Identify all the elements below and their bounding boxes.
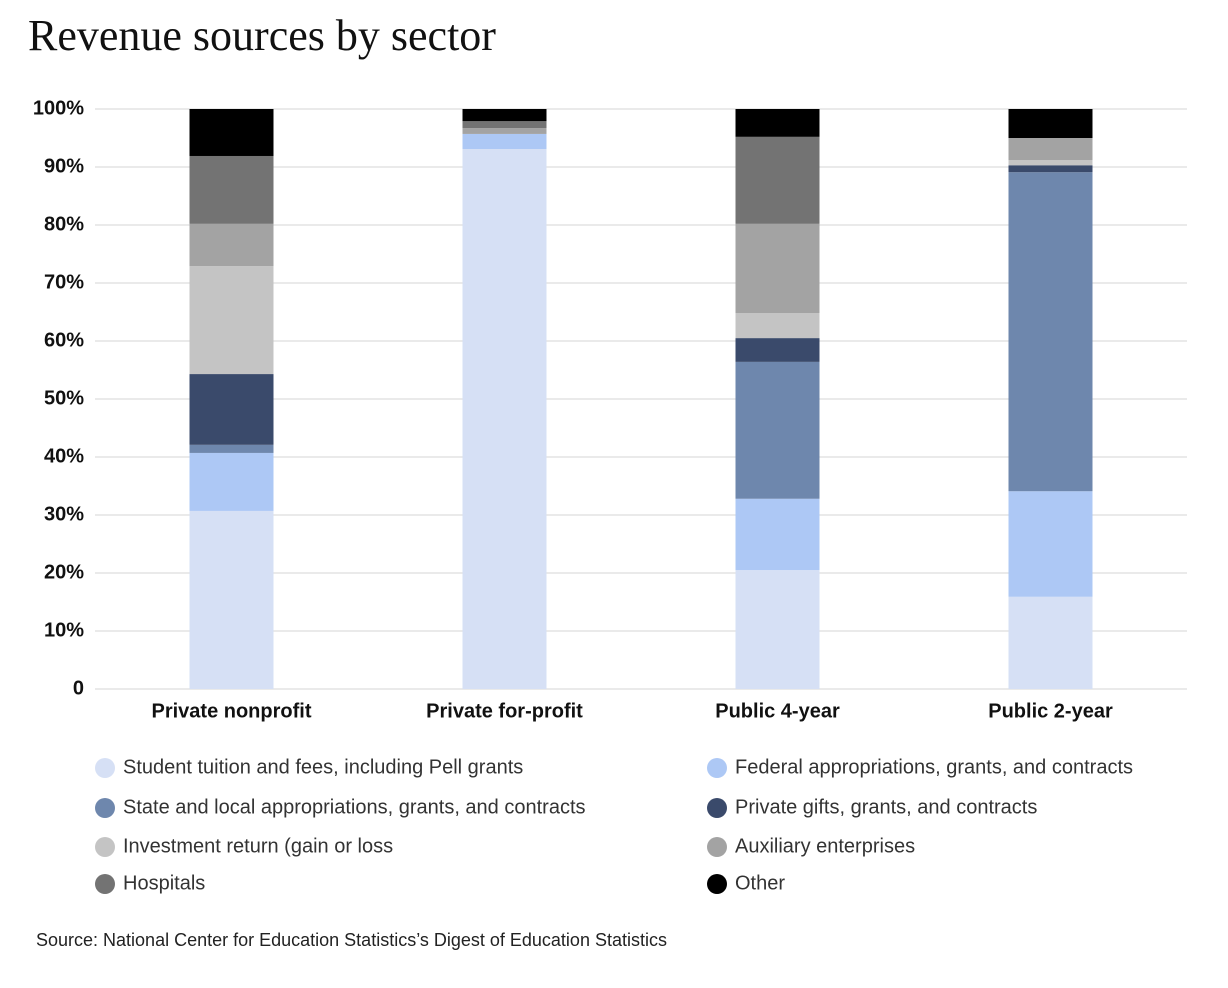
bar-segment bbox=[735, 361, 820, 499]
bar-segment bbox=[735, 136, 820, 224]
legend-swatch bbox=[707, 837, 727, 857]
bar-segment bbox=[189, 266, 274, 375]
bar-segment bbox=[189, 444, 274, 453]
bar-segment bbox=[189, 510, 274, 689]
legend-label: Auxiliary enterprises bbox=[735, 835, 915, 857]
legend-label: Hospitals bbox=[123, 872, 205, 894]
legend-swatch bbox=[95, 798, 115, 818]
bar-segment bbox=[735, 313, 820, 339]
legend-label: Private gifts, grants, and contracts bbox=[735, 796, 1037, 818]
legend-swatch bbox=[95, 874, 115, 894]
y-tick-label: 60% bbox=[44, 329, 84, 351]
legend-swatch bbox=[95, 837, 115, 857]
y-tick-label: 40% bbox=[44, 445, 84, 467]
y-tick-label: 50% bbox=[44, 387, 84, 409]
bar-segment bbox=[189, 374, 274, 445]
legend-label: Federal appropriations, grants, and cont… bbox=[735, 756, 1133, 778]
y-tick-label: 30% bbox=[44, 503, 84, 525]
legend-label: State and local appropriations, grants, … bbox=[123, 796, 586, 818]
legend-label: Student tuition and fees, including Pell… bbox=[123, 756, 523, 778]
y-tick-label: 10% bbox=[44, 619, 84, 641]
bar-segment bbox=[189, 452, 274, 511]
bar-segment bbox=[735, 570, 820, 689]
bar-segment bbox=[1008, 160, 1093, 166]
bar-segment bbox=[735, 498, 820, 571]
legend-swatch bbox=[707, 874, 727, 894]
bar-segment bbox=[735, 109, 820, 137]
bar-segment bbox=[735, 338, 820, 362]
bar-segment bbox=[462, 133, 547, 150]
bar-segment bbox=[189, 155, 274, 224]
x-tick-label: Public 4-year bbox=[715, 700, 840, 722]
y-tick-label: 0 bbox=[73, 677, 84, 699]
legend-swatch bbox=[95, 758, 115, 778]
y-tick-label: 100% bbox=[33, 97, 84, 119]
bar-segment bbox=[1008, 491, 1093, 597]
legend-swatch bbox=[707, 798, 727, 818]
x-tick-label: Private nonprofit bbox=[151, 700, 311, 722]
y-tick-label: 70% bbox=[44, 271, 84, 293]
x-tick-label: Public 2-year bbox=[988, 700, 1113, 722]
bar-segment bbox=[1008, 596, 1093, 689]
legend-label: Investment return (gain or loss bbox=[123, 835, 393, 857]
bar-segment bbox=[1008, 138, 1093, 161]
bar-segment bbox=[1008, 165, 1093, 173]
legend-label: Other bbox=[735, 872, 785, 894]
legend-swatch bbox=[707, 758, 727, 778]
y-tick-label: 90% bbox=[44, 155, 84, 177]
source-note: Source: National Center for Education St… bbox=[36, 930, 667, 950]
bar-segment bbox=[462, 121, 547, 129]
bar-segment bbox=[189, 109, 274, 156]
bar-segment bbox=[1008, 172, 1093, 492]
bar-segment bbox=[462, 109, 547, 122]
bar-segment bbox=[189, 223, 274, 267]
bar-segment bbox=[735, 223, 820, 314]
bar-segment bbox=[462, 128, 547, 134]
y-tick-label: 80% bbox=[44, 213, 84, 235]
x-tick-label: Private for-profit bbox=[426, 700, 583, 722]
y-tick-label: 20% bbox=[44, 561, 84, 583]
chart-title: Revenue sources by sector bbox=[28, 11, 496, 60]
bar-segment bbox=[462, 149, 547, 689]
bar-segment bbox=[1008, 109, 1093, 138]
